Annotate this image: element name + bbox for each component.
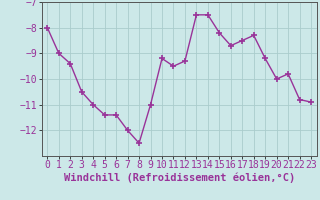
- X-axis label: Windchill (Refroidissement éolien,°C): Windchill (Refroidissement éolien,°C): [64, 173, 295, 183]
